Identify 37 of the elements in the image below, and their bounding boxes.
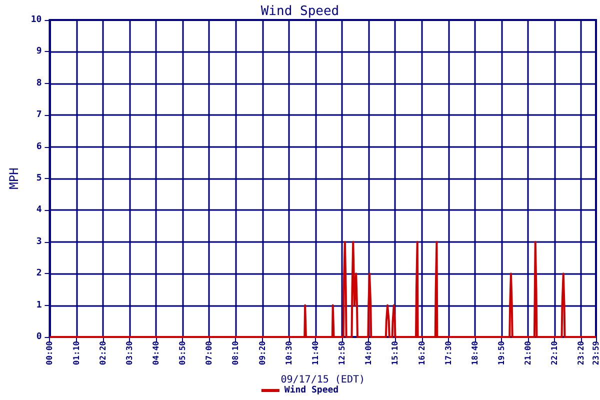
chart-title: Wind Speed (260, 4, 340, 19)
x-tick-label: 03:30 (124, 340, 134, 366)
x-tick-label: 15:10 (390, 340, 400, 366)
x-tick-label: 11:40 (310, 340, 320, 366)
y-tick-label: 6 (36, 142, 42, 152)
x-tick-label: 18:40 (470, 340, 480, 366)
y-tick-label: 7 (36, 110, 42, 120)
legend-label: Wind Speed (284, 384, 339, 396)
y-tick-label: 1 (36, 300, 42, 310)
x-tick-label: 12:50 (338, 340, 347, 366)
x-tick-label: 09:20 (258, 340, 267, 366)
y-tick-label: 2 (36, 268, 42, 279)
x-tick-label: 08:10 (231, 340, 240, 366)
x-tick-label: 19:50 (496, 340, 506, 366)
x-tick-label: 16:20 (417, 340, 426, 366)
y-tick-label: 0 (36, 332, 42, 342)
y-tick-label: 3 (36, 236, 42, 247)
x-tick-label: 04:40 (152, 340, 161, 366)
y-tick-label: 9 (36, 46, 42, 57)
x-tick-label: 14:00 (364, 340, 374, 366)
x-tick-label: 17:30 (444, 340, 453, 366)
y-tick-label: 10 (30, 15, 42, 25)
x-axis-title: 09/17/15 (EDT) (280, 374, 366, 386)
y-tick-label: 5 (36, 174, 42, 184)
x-tick-label: 07:00 (204, 340, 214, 366)
x-tick-label: 00:00 (45, 340, 54, 366)
x-tick-label: 02:20 (98, 340, 108, 366)
x-tick-label: 21:00 (524, 340, 533, 366)
y-tick-label: 8 (36, 78, 42, 88)
y-axis-title: MPH (7, 168, 21, 190)
x-tick-label: 22:10 (550, 340, 560, 366)
x-tick-label: 05:50 (178, 340, 188, 366)
x-tick-label: 23:59 (592, 340, 600, 366)
x-tick-label: 01:10 (72, 340, 81, 366)
x-tick-label: 10:30 (284, 340, 294, 366)
x-tick-label: 23:20 (576, 340, 586, 366)
y-tick-label: 4 (36, 205, 42, 216)
